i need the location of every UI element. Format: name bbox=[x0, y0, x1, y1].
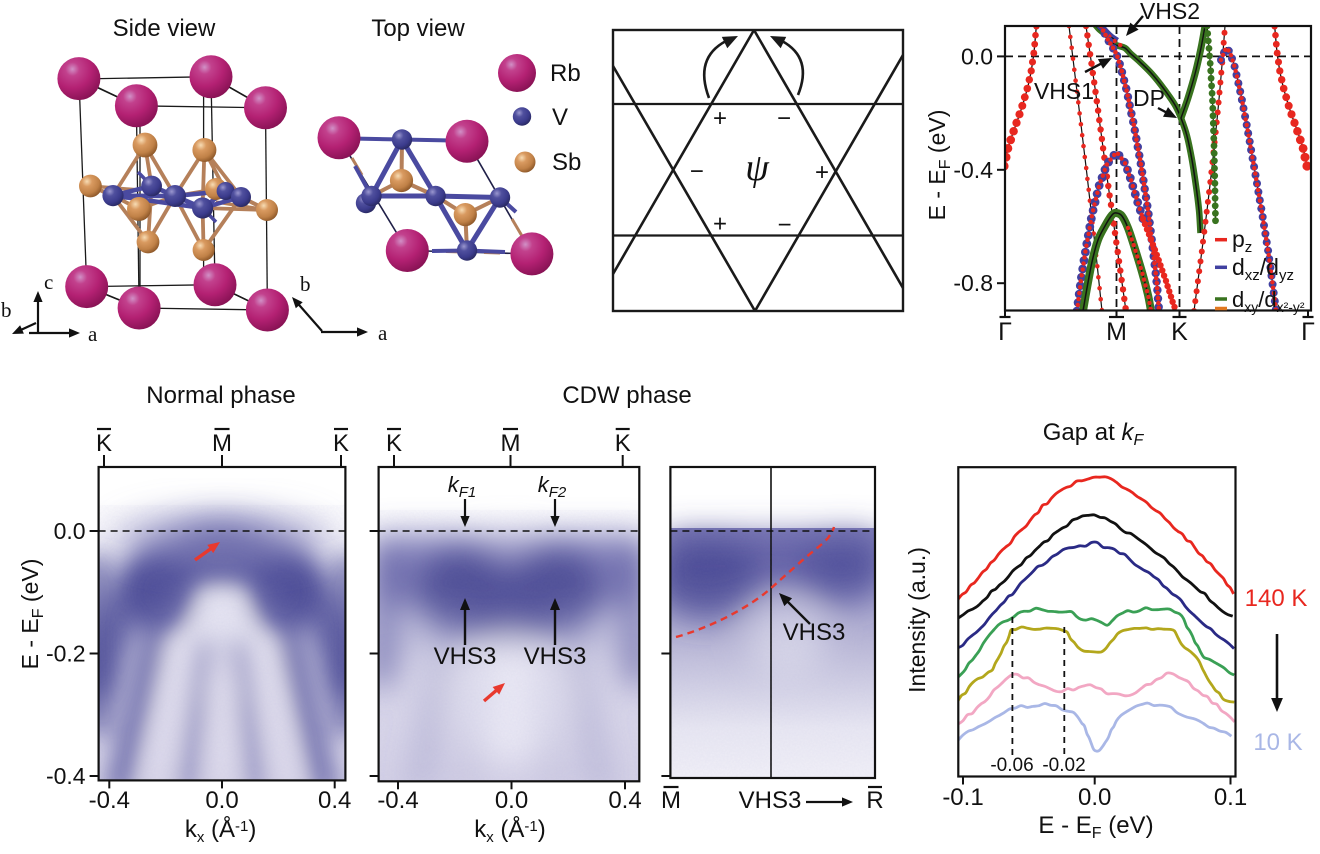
svg-text:R: R bbox=[866, 787, 883, 814]
svg-text:+: + bbox=[815, 159, 829, 186]
svg-text:Γ: Γ bbox=[998, 318, 1012, 346]
svg-text:0.0: 0.0 bbox=[205, 787, 238, 814]
svg-text:b: b bbox=[300, 272, 311, 296]
svg-text:Side view: Side view bbox=[113, 15, 216, 42]
svg-text:ψ: ψ bbox=[745, 147, 770, 189]
svg-text:0.4: 0.4 bbox=[608, 787, 641, 814]
svg-text:VHS2: VHS2 bbox=[1140, 0, 1200, 24]
svg-text:Γ: Γ bbox=[1301, 318, 1315, 346]
svg-text:M: M bbox=[661, 787, 681, 814]
svg-text:−: − bbox=[777, 105, 791, 132]
svg-text:VHS3: VHS3 bbox=[434, 643, 497, 670]
svg-text:-0.4: -0.4 bbox=[46, 763, 86, 789]
svg-text:b: b bbox=[1, 298, 12, 322]
svg-text:0.0: 0.0 bbox=[495, 787, 528, 814]
svg-text:+: + bbox=[713, 211, 727, 238]
svg-text:0.0: 0.0 bbox=[1078, 784, 1111, 811]
svg-text:DP: DP bbox=[1133, 85, 1165, 111]
svg-text:Intensity (a.u.): Intensity (a.u.) bbox=[904, 547, 930, 693]
svg-text:VHS1: VHS1 bbox=[1034, 78, 1094, 104]
svg-text:-0.4: -0.4 bbox=[89, 787, 130, 814]
svg-text:-0.2: -0.2 bbox=[46, 641, 86, 667]
svg-text:K: K bbox=[386, 430, 402, 457]
svg-text:140 K: 140 K bbox=[1245, 585, 1308, 612]
svg-text:K: K bbox=[333, 430, 349, 457]
svg-text:VHS3: VHS3 bbox=[783, 619, 846, 646]
svg-text:0.0: 0.0 bbox=[54, 518, 86, 544]
svg-text:-0.1: -0.1 bbox=[942, 784, 983, 811]
svg-text:V: V bbox=[552, 104, 568, 131]
svg-text:M: M bbox=[1106, 318, 1127, 346]
svg-text:CDW phase: CDW phase bbox=[562, 382, 691, 409]
svg-text:0.1: 0.1 bbox=[1214, 784, 1247, 811]
svg-text:10 K: 10 K bbox=[1253, 729, 1302, 756]
svg-text:-0.4: -0.4 bbox=[377, 787, 418, 814]
svg-text:0.4: 0.4 bbox=[318, 787, 351, 814]
svg-text:VHS3: VHS3 bbox=[524, 643, 587, 670]
svg-text:a: a bbox=[378, 321, 388, 345]
svg-text:−: − bbox=[690, 158, 704, 185]
svg-text:-0.02: -0.02 bbox=[1042, 755, 1085, 776]
svg-text:−: − bbox=[777, 211, 791, 238]
svg-text:M: M bbox=[212, 430, 232, 457]
svg-text:Gap at kF: Gap at kF bbox=[1043, 419, 1145, 449]
svg-text:Rb: Rb bbox=[550, 60, 581, 87]
svg-text:0.0: 0.0 bbox=[961, 43, 993, 69]
svg-text:Normal phase: Normal phase bbox=[146, 382, 295, 409]
svg-text:Top view: Top view bbox=[371, 15, 465, 42]
svg-text:VHS3: VHS3 bbox=[739, 787, 802, 814]
svg-text:Sb: Sb bbox=[552, 149, 581, 176]
svg-text:M: M bbox=[501, 430, 521, 457]
svg-text:K: K bbox=[1171, 318, 1188, 346]
svg-text:a: a bbox=[88, 322, 98, 346]
svg-text:-0.06: -0.06 bbox=[990, 755, 1033, 776]
svg-text:-0.4: -0.4 bbox=[953, 157, 993, 183]
svg-text:K: K bbox=[96, 430, 112, 457]
svg-text:-0.8: -0.8 bbox=[953, 270, 993, 296]
svg-text:K: K bbox=[615, 430, 631, 457]
svg-text:+: + bbox=[713, 105, 727, 132]
svg-text:c: c bbox=[44, 270, 53, 294]
